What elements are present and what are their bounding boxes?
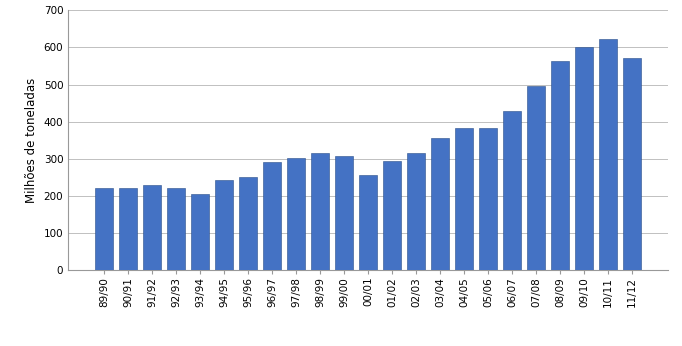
Bar [239, 177, 257, 270]
Bar [503, 111, 521, 270]
Bar [287, 158, 306, 270]
Y-axis label: Milhões de toneladas: Milhões de toneladas [25, 78, 38, 203]
Bar [479, 128, 497, 270]
Bar [455, 128, 473, 270]
Bar [527, 86, 545, 270]
Bar [599, 39, 617, 270]
Bar [575, 47, 593, 270]
Bar [263, 162, 282, 270]
Bar [216, 180, 233, 270]
Bar [551, 61, 569, 270]
Bar [431, 138, 449, 270]
Bar [311, 154, 329, 270]
Bar [95, 188, 113, 270]
Bar [407, 154, 426, 270]
Bar [192, 193, 209, 270]
Bar [623, 58, 641, 270]
Bar [167, 188, 186, 270]
Bar [383, 161, 401, 270]
Bar [143, 185, 162, 270]
Bar [336, 156, 353, 270]
Bar [119, 188, 138, 270]
Bar [359, 175, 377, 270]
